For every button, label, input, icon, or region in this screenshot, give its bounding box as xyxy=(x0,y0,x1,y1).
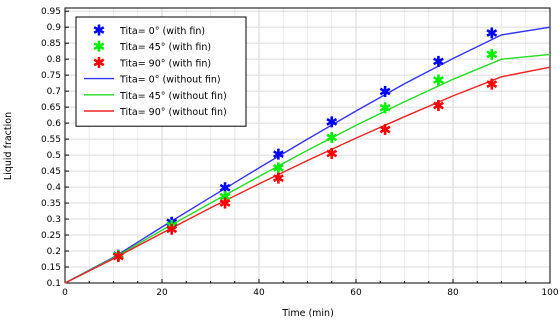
x-tick-label: 0 xyxy=(62,288,68,298)
legend-marker xyxy=(93,24,105,36)
series-markers-2 xyxy=(112,78,498,262)
y-tick-label: 0.75 xyxy=(41,71,61,81)
legend-item: Tita= 90° (with fin) xyxy=(93,56,211,69)
data-point xyxy=(112,250,124,262)
legend-label: Tita= 0° (with fin) xyxy=(119,26,205,37)
data-point xyxy=(379,85,391,97)
y-tick-label: 0.8 xyxy=(47,55,62,65)
series-line xyxy=(64,26,551,284)
y-tick-label: 0.35 xyxy=(41,199,61,209)
legend-item: Tita= 0° (with fin) xyxy=(93,24,205,37)
legend-item: Tita= 90° (without fin) xyxy=(84,107,227,118)
data-point xyxy=(272,148,284,160)
data-point xyxy=(433,74,444,86)
legend-marker xyxy=(93,56,105,68)
x-tick-label: 80 xyxy=(447,288,459,298)
legend-label: Tita= 90° (with fin) xyxy=(119,58,211,69)
legend-marker xyxy=(93,40,105,52)
data-point xyxy=(433,55,444,67)
axes-layer: 0 20 40 60 80 100 0.1 0.15 0.2 0.25 0.3 0.35 0.4 0.45… xyxy=(41,7,559,298)
data-point xyxy=(379,102,391,114)
y-tick-label: 0.65 xyxy=(41,103,61,113)
x-tick-label: 60 xyxy=(350,288,362,298)
data-point xyxy=(486,48,498,60)
data-point xyxy=(272,162,284,174)
legend-box xyxy=(75,16,247,127)
legend-label: Tita= 45° (with fin) xyxy=(119,42,211,53)
x-tick-label: 100 xyxy=(541,288,558,298)
y-tick-label: 0.4 xyxy=(47,183,62,193)
data-point xyxy=(486,27,498,39)
data-point xyxy=(379,124,391,136)
y-axis-title: Liquid fraction xyxy=(3,112,14,180)
series-4 xyxy=(64,53,551,284)
legend-label: Tita= 45° (without fin) xyxy=(119,91,227,102)
data-point xyxy=(326,147,338,159)
series-line xyxy=(64,53,551,284)
legend-label: Tita= 90° (without fin) xyxy=(119,107,227,118)
y-tick-label: 0.85 xyxy=(41,39,61,49)
data-point xyxy=(166,223,178,235)
data-point xyxy=(326,132,338,144)
legend-item: Tita= 0° (without fin) xyxy=(84,75,221,86)
x-tick-label: 40 xyxy=(253,288,265,298)
y-tick-label: 0.6 xyxy=(47,119,62,129)
y-tick-label: 0.9 xyxy=(47,23,62,33)
legend-item: Tita= 45° (with fin) xyxy=(93,40,211,53)
x-tick-label: 20 xyxy=(156,288,168,298)
series-line xyxy=(64,66,551,284)
legend: Tita= 0° (with fin) Tita= 45° (with fin) T… xyxy=(75,16,247,127)
y-tick-label: 0.55 xyxy=(41,135,61,145)
legend-item: Tita= 45° (without fin) xyxy=(84,91,227,102)
data-point xyxy=(272,172,284,184)
y-tick-label: 0.7 xyxy=(47,87,61,97)
y-tick-label: 0.3 xyxy=(47,215,61,225)
y-tick-label: 0.2 xyxy=(47,247,61,257)
y-tick-label: 0.5 xyxy=(47,151,61,161)
y-tick-label: 0.15 xyxy=(41,263,61,273)
legend-label: Tita= 0° (without fin) xyxy=(119,75,221,86)
y-tick-label: 0.25 xyxy=(41,231,61,241)
series-5 xyxy=(64,66,551,284)
series-3 xyxy=(64,26,551,284)
x-axis-title: Time (min) xyxy=(281,308,334,319)
y-tick-label: 0.95 xyxy=(41,7,61,17)
data-point xyxy=(486,78,498,90)
data-point xyxy=(433,100,444,112)
series-layer xyxy=(64,26,551,284)
y-tick-label: 0.1 xyxy=(47,279,61,289)
data-point xyxy=(326,116,338,128)
y-tick-label: 0.45 xyxy=(41,167,61,177)
data-point xyxy=(219,197,231,209)
